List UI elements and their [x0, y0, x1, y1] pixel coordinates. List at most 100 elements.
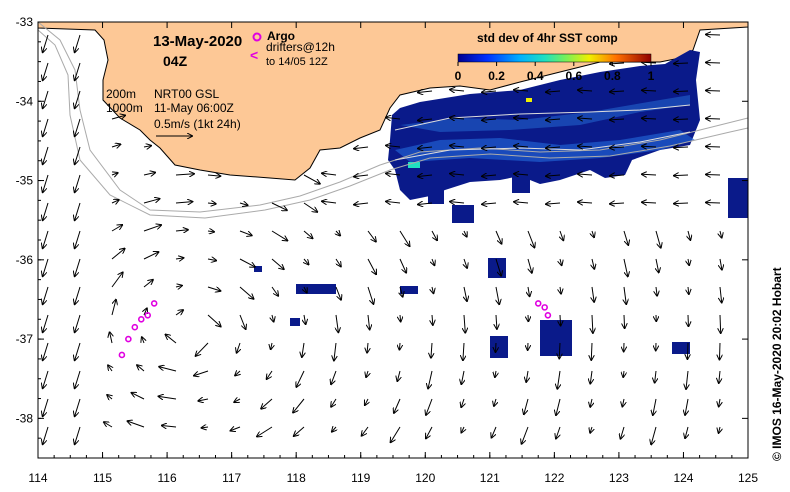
current-vector: [304, 287, 307, 293]
current-vector: [128, 421, 145, 428]
current-vector: [656, 286, 657, 296]
current-vector: [175, 202, 192, 203]
current-vector: [143, 146, 151, 147]
current-vector: [303, 174, 320, 184]
current-vector: [578, 174, 593, 175]
current-vector: [354, 147, 369, 149]
lon-tick-label: 116: [158, 471, 177, 485]
current-vector: [592, 286, 594, 302]
current-vector: [159, 396, 177, 399]
current-vector: [207, 259, 216, 261]
current-vector: [336, 314, 338, 332]
current-vector: [207, 175, 220, 176]
current-scale: 0.5m/s (1kt 24h): [154, 117, 241, 131]
current-vector: [239, 230, 252, 235]
current-vector: [43, 118, 49, 136]
current-vector: [293, 398, 305, 413]
current-vector: [399, 342, 400, 350]
current-vector: [143, 199, 159, 204]
argo-legend-line2: to 14/05 12Z: [266, 56, 328, 68]
lon-tick-label: 118: [287, 471, 306, 485]
current-vector: [527, 230, 534, 247]
current-vector: [674, 203, 689, 204]
current-vector: [386, 117, 401, 119]
colorbar-tick-label: 0.4: [527, 69, 544, 83]
current-vector: [399, 258, 406, 273]
current-vector: [528, 286, 530, 296]
current-vector: [237, 342, 240, 353]
current-vector: [365, 398, 368, 405]
current-vector: [623, 258, 628, 276]
current-vector: [719, 426, 720, 433]
current-vector: [706, 62, 721, 63]
lon-tick-label: 124: [673, 471, 693, 485]
current-vector: [296, 370, 305, 387]
current-vector: [43, 202, 49, 220]
current-vector: [560, 258, 562, 265]
current-vector: [418, 175, 433, 176]
current-vector: [674, 63, 689, 64]
current-vector: [686, 370, 688, 389]
current-vector: [557, 370, 560, 389]
current-vector: [514, 174, 529, 175]
current-vector: [304, 259, 308, 264]
colorbar-tick-label: 1: [648, 69, 655, 83]
current-vector: [526, 370, 528, 382]
current-vectors: [43, 34, 722, 444]
current-vector: [706, 202, 721, 203]
current-vector: [560, 314, 561, 326]
current-vector: [399, 230, 409, 246]
current-vector: [482, 203, 497, 204]
current-vector: [354, 203, 369, 205]
current-vector: [560, 286, 561, 294]
current-vector: [578, 90, 593, 91]
lon-tick-label: 125: [738, 471, 758, 485]
current-vector: [685, 426, 688, 438]
current-vector: [367, 342, 368, 353]
current-vector: [610, 147, 625, 148]
current-vector: [450, 202, 465, 203]
current-vector: [621, 426, 624, 439]
current-vector: [461, 398, 464, 407]
current-vector: [655, 370, 656, 383]
current-vector: [43, 230, 49, 248]
current-vector: [175, 258, 183, 259]
current-vector: [294, 426, 305, 436]
current-vector: [642, 202, 657, 203]
lon-tick-label: 114: [28, 471, 47, 485]
current-vector: [143, 252, 158, 260]
current-vector: [450, 118, 465, 119]
current-vector: [271, 202, 287, 210]
current-vector: [578, 146, 593, 147]
current-vector: [271, 286, 278, 296]
current-vector: [144, 308, 147, 316]
current-vector: [610, 91, 625, 92]
current-vector: [706, 118, 721, 119]
contour-1000-label: 1000m: [106, 101, 143, 115]
current-vector: [514, 146, 529, 147]
current-vector: [578, 118, 593, 119]
current-vector: [514, 202, 529, 203]
current-vector: [464, 230, 467, 237]
current-vector: [428, 370, 433, 388]
current-vector: [482, 119, 497, 120]
current-vector: [43, 426, 49, 444]
current-vector: [461, 370, 464, 384]
current-vector: [354, 175, 369, 177]
argo-position: [541, 304, 548, 311]
current-vector: [75, 62, 81, 80]
current-vector: [175, 174, 194, 175]
current-vector: [496, 314, 497, 329]
lon-tick-label: 115: [93, 471, 112, 485]
lon-tick-label: 117: [222, 471, 241, 485]
current-vector: [623, 370, 624, 377]
current-vector: [494, 398, 496, 406]
current-vector: [688, 286, 689, 294]
current-vector: [43, 146, 49, 164]
current-vector: [706, 146, 721, 147]
lon-tick-label: 119: [351, 471, 370, 485]
lon-tick-label: 120: [415, 471, 435, 485]
colorbar: std dev of 4hr SST comp 0 0.2 0.4 0.6 0.8 1: [455, 31, 655, 83]
current-vector: [706, 90, 721, 91]
